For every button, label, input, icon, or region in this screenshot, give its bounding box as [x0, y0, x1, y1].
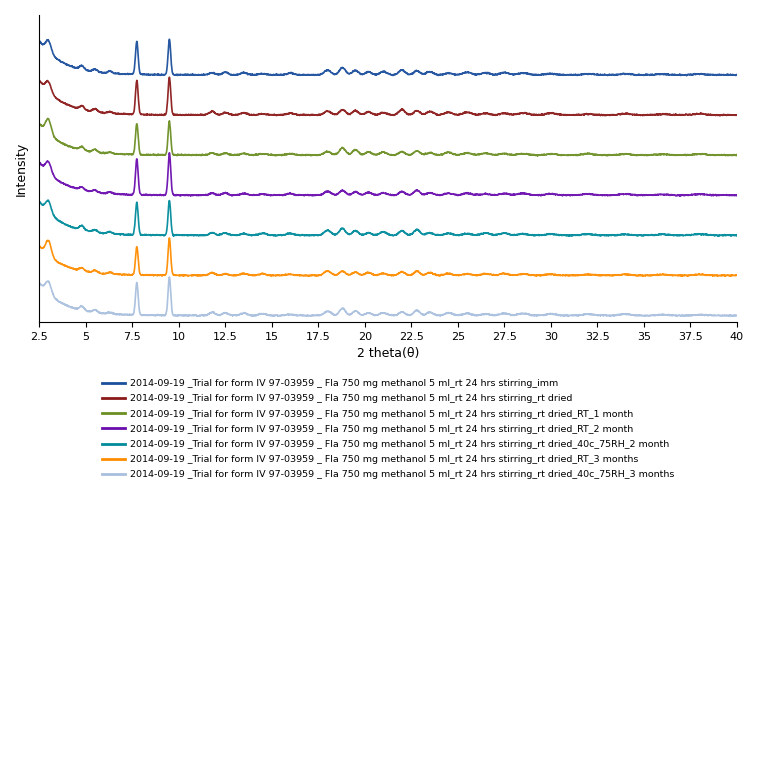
Legend: 2014-09-19 _Trial for form IV 97-03959 _ Fla 750 mg methanol 5 ml_rt 24 hrs stir: 2014-09-19 _Trial for form IV 97-03959 _… — [98, 376, 678, 483]
X-axis label: 2 theta(θ): 2 theta(θ) — [357, 347, 419, 360]
Y-axis label: Intensity: Intensity — [15, 141, 28, 196]
